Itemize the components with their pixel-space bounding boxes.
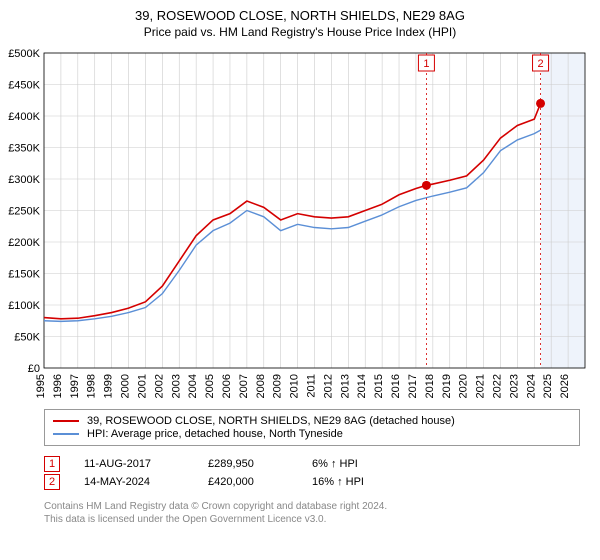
sale-price: £420,000 xyxy=(208,476,288,488)
svg-text:2005: 2005 xyxy=(204,374,216,398)
legend-item: HPI: Average price, detached house, Nort… xyxy=(53,428,571,440)
svg-text:2020: 2020 xyxy=(458,374,470,398)
chart-container: 39, ROSEWOOD CLOSE, NORTH SHIELDS, NE29 … xyxy=(0,0,600,560)
svg-text:£50K: £50K xyxy=(14,332,40,344)
svg-text:£400K: £400K xyxy=(8,111,40,123)
sale-date: 14-MAY-2024 xyxy=(84,476,184,488)
chart-subtitle: Price paid vs. HM Land Registry's House … xyxy=(0,25,600,39)
svg-text:£250K: £250K xyxy=(8,206,40,218)
svg-text:£500K: £500K xyxy=(8,48,40,60)
svg-text:2026: 2026 xyxy=(559,374,571,398)
svg-text:2024: 2024 xyxy=(525,374,537,398)
sale-badge: 2 xyxy=(44,474,60,490)
footer-line: Contains HM Land Registry data © Crown c… xyxy=(44,500,580,513)
svg-text:2013: 2013 xyxy=(339,374,351,398)
svg-text:£0: £0 xyxy=(28,363,40,375)
svg-text:2001: 2001 xyxy=(136,374,148,398)
svg-text:£450K: £450K xyxy=(8,80,40,92)
title-block: 39, ROSEWOOD CLOSE, NORTH SHIELDS, NE29 … xyxy=(0,0,600,43)
legend-swatch xyxy=(53,420,79,422)
svg-text:2019: 2019 xyxy=(441,374,453,398)
svg-text:1996: 1996 xyxy=(52,374,64,398)
svg-text:2018: 2018 xyxy=(424,374,436,398)
legend: 39, ROSEWOOD CLOSE, NORTH SHIELDS, NE29 … xyxy=(44,409,580,446)
legend-label: 39, ROSEWOOD CLOSE, NORTH SHIELDS, NE29 … xyxy=(87,415,455,427)
svg-text:1995: 1995 xyxy=(35,374,47,398)
svg-text:2003: 2003 xyxy=(170,374,182,398)
svg-text:1: 1 xyxy=(423,58,429,70)
chart-area: £0 £50K £100K £150K £200K £250K £300K £350K £400… xyxy=(0,43,600,403)
svg-text:£300K: £300K xyxy=(8,174,40,186)
svg-text:2017: 2017 xyxy=(407,374,419,398)
svg-text:2012: 2012 xyxy=(322,374,334,398)
svg-text:2025: 2025 xyxy=(542,374,554,398)
svg-text:2015: 2015 xyxy=(373,374,385,398)
chart-title: 39, ROSEWOOD CLOSE, NORTH SHIELDS, NE29 … xyxy=(0,8,600,23)
svg-text:2016: 2016 xyxy=(390,374,402,398)
svg-text:2000: 2000 xyxy=(120,374,132,398)
svg-text:2014: 2014 xyxy=(356,374,368,398)
sale-price: £289,950 xyxy=(208,458,288,470)
legend-label: HPI: Average price, detached house, Nort… xyxy=(87,428,343,440)
sale-date: 11-AUG-2017 xyxy=(84,458,184,470)
svg-text:1999: 1999 xyxy=(103,374,115,398)
sale-badge: 1 xyxy=(44,456,60,472)
svg-text:2010: 2010 xyxy=(289,374,301,398)
legend-swatch xyxy=(53,433,79,435)
legend-item: 39, ROSEWOOD CLOSE, NORTH SHIELDS, NE29 … xyxy=(53,415,571,427)
svg-text:2006: 2006 xyxy=(221,374,233,398)
sales-table: 1 11-AUG-2017 £289,950 6% ↑ HPI 2 14-MAY… xyxy=(44,454,580,492)
svg-text:2023: 2023 xyxy=(508,374,520,398)
svg-text:1997: 1997 xyxy=(69,374,81,398)
svg-text:1998: 1998 xyxy=(86,374,98,398)
footer-line: This data is licensed under the Open Gov… xyxy=(44,513,580,526)
sale-delta: 6% ↑ HPI xyxy=(312,458,412,470)
svg-text:£350K: £350K xyxy=(8,143,40,155)
svg-text:2007: 2007 xyxy=(238,374,250,398)
svg-text:2: 2 xyxy=(537,58,543,70)
svg-text:2021: 2021 xyxy=(475,374,487,398)
svg-text:2002: 2002 xyxy=(153,374,165,398)
svg-text:2008: 2008 xyxy=(255,374,267,398)
svg-text:£100K: £100K xyxy=(8,300,40,312)
svg-text:2009: 2009 xyxy=(272,374,284,398)
svg-text:2004: 2004 xyxy=(187,374,199,398)
svg-text:£150K: £150K xyxy=(8,269,40,281)
sale-row: 1 11-AUG-2017 £289,950 6% ↑ HPI xyxy=(44,456,580,472)
footer: Contains HM Land Registry data © Crown c… xyxy=(44,500,580,526)
svg-text:2011: 2011 xyxy=(306,374,318,398)
sale-delta: 16% ↑ HPI xyxy=(312,476,412,488)
svg-text:2022: 2022 xyxy=(491,374,503,398)
sale-row: 2 14-MAY-2024 £420,000 16% ↑ HPI xyxy=(44,474,580,490)
svg-text:£200K: £200K xyxy=(8,237,40,249)
chart-svg: £0 £50K £100K £150K £200K £250K £300K £350K £400… xyxy=(0,43,600,403)
